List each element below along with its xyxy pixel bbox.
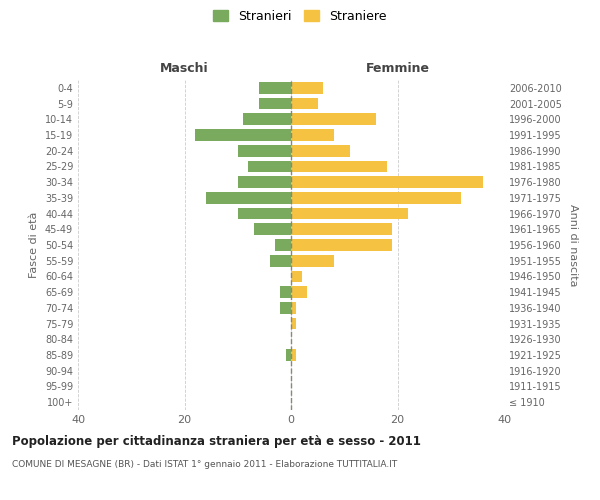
Bar bbox=[291, 129, 334, 141]
Bar bbox=[291, 302, 296, 314]
Bar bbox=[291, 318, 296, 330]
Text: COMUNE DI MESAGNE (BR) - Dati ISTAT 1° gennaio 2011 - Elaborazione TUTTITALIA.IT: COMUNE DI MESAGNE (BR) - Dati ISTAT 1° g… bbox=[12, 460, 397, 469]
Text: Popolazione per cittadinanza straniera per età e sesso - 2011: Popolazione per cittadinanza straniera p… bbox=[12, 435, 421, 448]
Bar bbox=[291, 239, 392, 251]
Bar bbox=[291, 270, 302, 282]
Bar bbox=[243, 114, 291, 125]
Bar bbox=[291, 176, 483, 188]
Bar bbox=[238, 145, 291, 156]
Bar bbox=[206, 192, 291, 204]
Bar bbox=[291, 224, 392, 235]
Bar bbox=[291, 208, 408, 220]
Bar bbox=[291, 255, 334, 266]
Bar bbox=[280, 302, 291, 314]
Text: Maschi: Maschi bbox=[160, 62, 209, 75]
Bar bbox=[291, 114, 376, 125]
Y-axis label: Fasce di età: Fasce di età bbox=[29, 212, 39, 278]
Bar bbox=[291, 160, 387, 172]
Bar bbox=[238, 176, 291, 188]
Bar bbox=[259, 82, 291, 94]
Bar bbox=[291, 349, 296, 361]
Bar bbox=[291, 82, 323, 94]
Bar bbox=[259, 98, 291, 110]
Legend: Stranieri, Straniere: Stranieri, Straniere bbox=[209, 6, 391, 26]
Text: Femmine: Femmine bbox=[365, 62, 430, 75]
Bar bbox=[291, 98, 317, 110]
Bar bbox=[280, 286, 291, 298]
Bar bbox=[254, 224, 291, 235]
Bar bbox=[291, 145, 350, 156]
Bar bbox=[291, 192, 461, 204]
Bar bbox=[270, 255, 291, 266]
Bar bbox=[275, 239, 291, 251]
Y-axis label: Anni di nascita: Anni di nascita bbox=[568, 204, 578, 286]
Bar bbox=[248, 160, 291, 172]
Bar bbox=[291, 286, 307, 298]
Bar bbox=[238, 208, 291, 220]
Bar bbox=[286, 349, 291, 361]
Bar bbox=[195, 129, 291, 141]
